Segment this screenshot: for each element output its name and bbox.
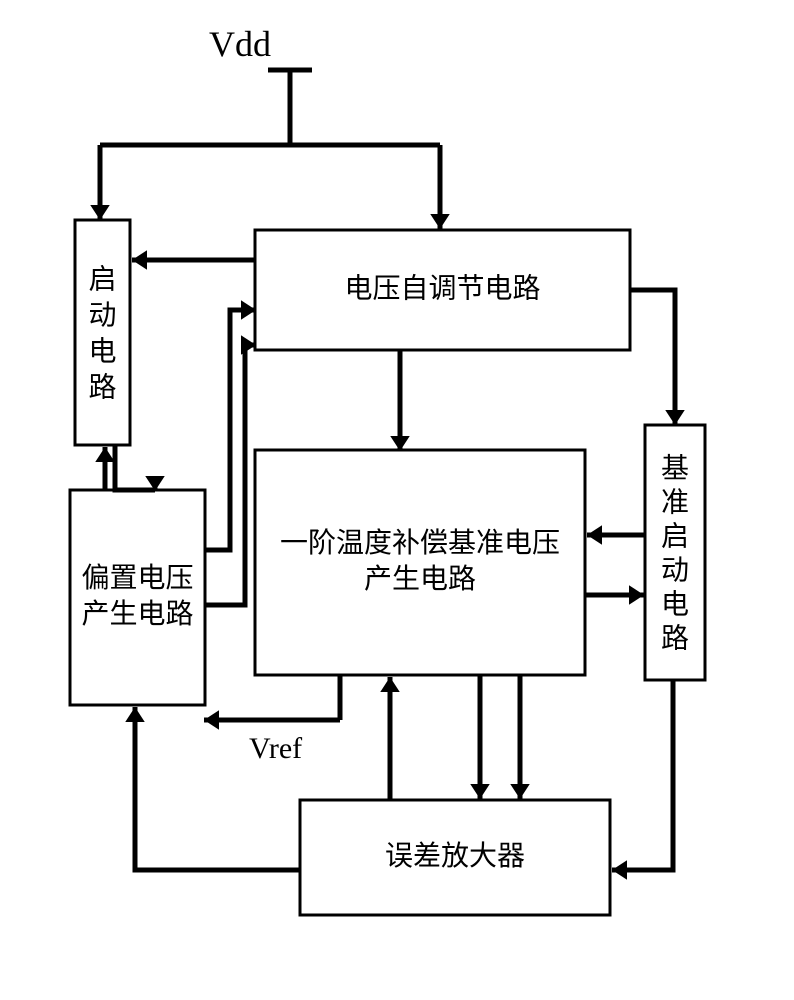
erramp-to-bias-arrow: [125, 707, 145, 722]
err-amp-label: 误差放大器: [385, 840, 525, 871]
refstartup-to-tempcomp-arrow: [587, 525, 602, 545]
selfreg-to-refstartup-line: [630, 290, 675, 425]
bias-gen-label-1: 偏置电压: [81, 562, 193, 593]
vdd-to-startup-arrow: [90, 205, 110, 220]
temp-comp-label-1: 一阶温度补偿基准电压: [280, 527, 560, 558]
startup-to-bias-line: [115, 445, 155, 491]
vdd-label: Vdd: [209, 24, 271, 64]
startup-box: [75, 220, 130, 445]
temp-comp-label-2: 产生电路: [364, 563, 476, 594]
refstartup-to-erramp-line: [612, 680, 673, 870]
tempcomp-to-refstartup-arrow: [629, 585, 644, 605]
bias-gen-label-2: 产生电路: [81, 598, 193, 629]
bias-to-startup-arrow: [95, 447, 115, 462]
tempcomp-to-erramp-b-arrow: [470, 784, 490, 799]
erramp-to-tempcomp-arrow: [380, 677, 400, 692]
tempcomp-to-erramp-c-arrow: [510, 784, 530, 799]
vref-label: Vref: [249, 732, 302, 765]
refstartup-to-erramp-arrow: [612, 860, 627, 880]
vref-arrow-arrow: [204, 710, 219, 730]
selfreg-to-refstartup-arrow: [665, 410, 685, 425]
selfreg-to-startup-arrow: [132, 250, 147, 270]
vdd-to-selfreg-arrow: [430, 214, 450, 229]
self-reg-label: 电压自调节电路: [344, 272, 540, 303]
